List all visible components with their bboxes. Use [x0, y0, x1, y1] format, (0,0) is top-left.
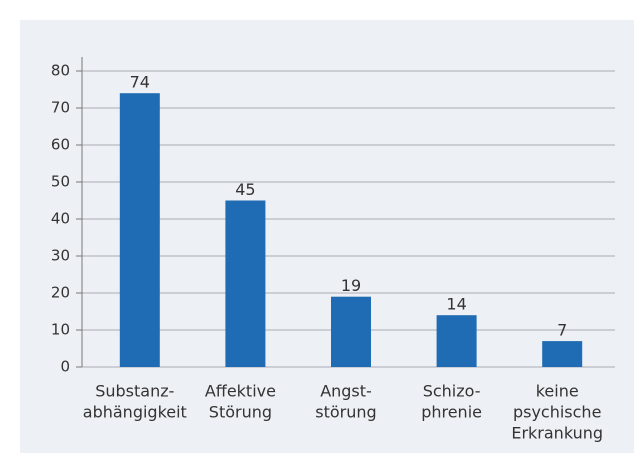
y-tick-label: 70 [51, 99, 70, 117]
y-tick-label: 40 [51, 210, 70, 228]
x-tick-label: Substanz- [95, 382, 174, 401]
y-tick-label: 20 [51, 284, 70, 302]
value-label: 45 [235, 180, 255, 199]
value-label: 19 [341, 276, 361, 295]
x-tick-label: Affektive [205, 382, 276, 401]
x-tick-label: Angst- [320, 382, 372, 401]
x-tick-label: Störung [209, 403, 272, 422]
x-tick-label: keine [536, 382, 579, 401]
value-label: 74 [130, 73, 150, 92]
value-label: 14 [446, 295, 466, 314]
y-tick-label: 60 [51, 136, 70, 154]
bar [436, 315, 477, 367]
bar [119, 93, 160, 367]
y-tick-label: 10 [51, 321, 70, 339]
y-tick-label: 0 [60, 358, 70, 376]
bar [225, 200, 266, 367]
y-tick-label: 80 [51, 62, 70, 80]
bar [331, 296, 371, 367]
x-tick-label: phrenie [421, 403, 482, 422]
x-tick-label: psychische [513, 403, 601, 422]
x-tick-label: störung [315, 403, 376, 422]
x-tick-label: Erkrankung [511, 424, 603, 443]
y-tick-label: 50 [51, 173, 70, 191]
x-tick-label: Schizo- [423, 382, 481, 401]
y-tick-label: 30 [51, 247, 70, 265]
x-tick-label: abhängigkeit [83, 403, 187, 422]
bar [542, 341, 583, 367]
value-label: 7 [557, 321, 567, 340]
